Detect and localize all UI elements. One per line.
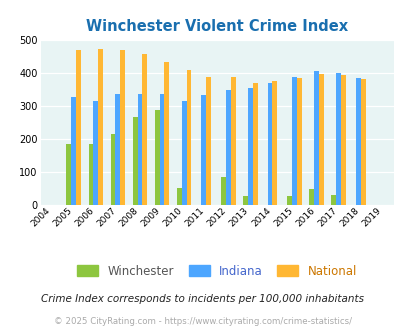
Bar: [225, 90, 230, 205]
Bar: [360, 79, 364, 205]
Bar: [132, 117, 137, 205]
Bar: [164, 62, 169, 205]
Bar: [154, 110, 159, 205]
Bar: [267, 83, 272, 205]
Bar: [330, 195, 335, 205]
Bar: [230, 77, 235, 205]
Bar: [159, 94, 164, 205]
Bar: [309, 189, 313, 205]
Text: © 2025 CityRating.com - https://www.cityrating.com/crime-statistics/: © 2025 CityRating.com - https://www.city…: [54, 317, 351, 326]
Bar: [206, 77, 211, 205]
Bar: [318, 74, 323, 205]
Bar: [340, 75, 345, 205]
Bar: [252, 83, 257, 205]
Bar: [243, 196, 247, 205]
Bar: [286, 196, 291, 205]
Bar: [76, 50, 81, 205]
Bar: [142, 54, 147, 205]
Bar: [272, 81, 277, 205]
Text: Crime Index corresponds to incidents per 100,000 inhabitants: Crime Index corresponds to incidents per…: [41, 294, 364, 304]
Bar: [120, 50, 125, 205]
Bar: [355, 78, 360, 205]
Bar: [186, 70, 191, 205]
Bar: [313, 71, 318, 205]
Bar: [98, 49, 103, 205]
Bar: [181, 101, 186, 205]
Bar: [247, 88, 252, 205]
Bar: [176, 188, 181, 205]
Bar: [115, 94, 120, 205]
Bar: [71, 97, 76, 205]
Bar: [93, 101, 98, 205]
Bar: [335, 73, 340, 205]
Bar: [201, 95, 206, 205]
Bar: [66, 144, 71, 205]
Title: Winchester Violent Crime Index: Winchester Violent Crime Index: [86, 19, 347, 34]
Bar: [137, 94, 142, 205]
Bar: [110, 134, 115, 205]
Legend: Winchester, Indiana, National: Winchester, Indiana, National: [72, 260, 361, 282]
Bar: [291, 77, 296, 205]
Bar: [220, 177, 225, 205]
Bar: [296, 78, 301, 205]
Bar: [88, 144, 93, 205]
